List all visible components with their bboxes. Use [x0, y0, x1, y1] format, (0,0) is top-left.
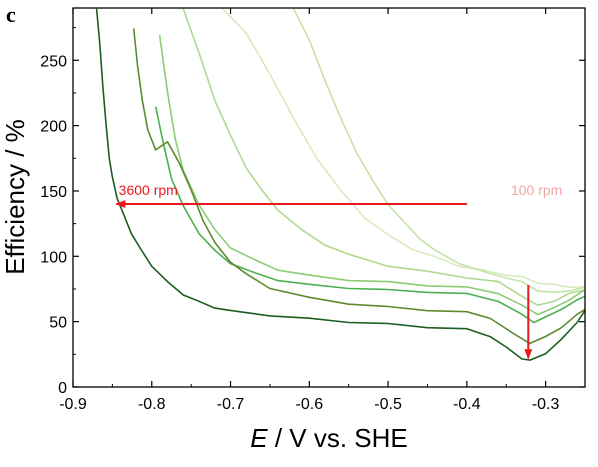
x-axis-label-italic: E [250, 423, 268, 453]
y-axis-label: Efficiency / % [0, 119, 30, 275]
series-line-3 [182, 8, 585, 307]
y-tick-label: 100 [40, 249, 67, 266]
y-tick-label: 150 [40, 184, 67, 201]
y-tick-label: 200 [40, 119, 67, 136]
plot-frame [72, 7, 586, 388]
x-tick-label: -0.5 [374, 396, 402, 413]
y-tick-label: 0 [58, 380, 67, 397]
x-tick-label: -0.3 [532, 396, 560, 413]
series-line-7 [95, 8, 585, 361]
series-line-5 [154, 106, 585, 324]
x-tick-label: -0.6 [296, 396, 324, 413]
x-tick-label: -0.7 [217, 396, 245, 413]
x-axis-label: E / V vs. SHE [250, 423, 408, 453]
label-3600-rpm: 3600 rpm [119, 182, 178, 198]
y-tick-label: 50 [49, 315, 67, 332]
series-layer [95, 8, 585, 361]
x-tick-label: -0.4 [453, 396, 481, 413]
panel-label: c [6, 2, 16, 27]
series-line-2 [292, 8, 585, 293]
x-tick-label: -0.8 [138, 396, 166, 413]
x-axis-label-rest: / V vs. SHE [268, 423, 408, 453]
label-100-rpm: 100 rpm [511, 182, 562, 198]
y-tick-label: 250 [40, 53, 67, 70]
series-line-1 [222, 8, 585, 289]
annotation-layer: 3600 rpm 100 rpm [115, 182, 562, 360]
x-tick-label: -0.9 [59, 396, 87, 413]
x-axis: -0.9 -0.8 -0.7 -0.6 -0.5 -0.4 -0.3 [59, 8, 586, 413]
y-axis: 0 50 100 150 200 250 [40, 27, 585, 397]
series-line-6 [132, 28, 585, 345]
series-line-4 [158, 34, 585, 316]
